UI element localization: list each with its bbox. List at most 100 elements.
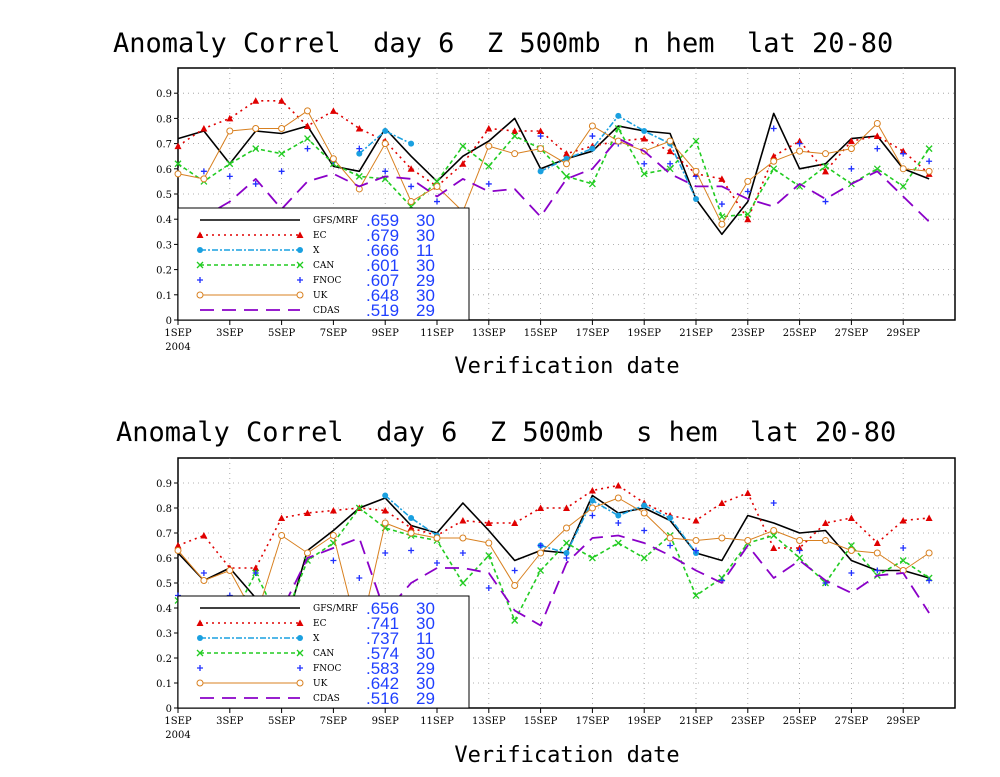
legend-label: X xyxy=(313,634,320,644)
ec-marker xyxy=(196,231,204,238)
uk-marker xyxy=(226,567,234,574)
fnoc-marker xyxy=(252,570,259,576)
x-marker xyxy=(615,112,622,119)
uk-marker xyxy=(485,539,493,547)
ec-marker xyxy=(511,519,519,526)
x-tick-label: 19SEP xyxy=(627,716,661,727)
can-marker xyxy=(252,145,260,153)
can-marker xyxy=(196,261,204,269)
y-tick-label: 0.1 xyxy=(156,291,172,302)
ec-marker xyxy=(252,564,260,571)
x-tick-label: 11SEP xyxy=(420,716,454,727)
y-tick-label: 0.5 xyxy=(156,579,172,590)
can-marker xyxy=(196,649,204,657)
uk-marker xyxy=(925,167,933,175)
can-marker xyxy=(563,539,570,547)
x-tick-label: 17SEP xyxy=(576,328,610,339)
uk-marker xyxy=(873,119,881,127)
x-marker xyxy=(382,128,389,134)
uk-marker xyxy=(770,157,778,165)
x-marker xyxy=(297,635,303,641)
ec-marker xyxy=(537,127,545,134)
legend-item-fnoc: FNOC .583 29 xyxy=(197,659,435,678)
ec-marker xyxy=(355,124,363,132)
x-marker xyxy=(563,550,570,556)
fnoc-marker xyxy=(589,133,596,140)
fnoc-marker xyxy=(926,158,933,165)
fnoc-marker xyxy=(434,560,440,566)
can-marker xyxy=(822,162,829,170)
fnoc-marker xyxy=(796,547,803,554)
can-marker xyxy=(485,552,493,559)
uk-marker xyxy=(407,198,415,206)
uk-line xyxy=(177,110,930,225)
legend-count: 30 xyxy=(416,226,435,245)
x-axis-label: Verification date xyxy=(454,743,679,768)
fnoc-marker xyxy=(641,160,648,167)
uk-marker xyxy=(407,529,415,537)
x-tick-label: 29SEP xyxy=(886,328,920,339)
uk-marker xyxy=(278,124,286,132)
legend-item-can: CAN .574 30 xyxy=(196,644,435,663)
can-marker xyxy=(770,532,778,539)
legend-box xyxy=(177,595,470,709)
uk-marker xyxy=(196,291,204,299)
uk-marker xyxy=(200,577,208,584)
fnoc-marker xyxy=(297,277,303,283)
y-tick-label: 0.9 xyxy=(156,479,172,490)
x-marker xyxy=(408,140,415,147)
ec-marker xyxy=(407,165,415,172)
x-marker xyxy=(589,497,596,504)
legend-item-ec: EC .679 30 xyxy=(196,226,435,245)
ec-marker xyxy=(226,114,234,122)
legend-score: .583 xyxy=(366,659,399,678)
ec-marker xyxy=(640,135,648,142)
x-tick-label: 23SEP xyxy=(731,328,765,339)
y-tick-label: 0.5 xyxy=(156,190,172,201)
legend-label: GFS/MRF xyxy=(313,604,358,614)
can-marker xyxy=(640,170,648,178)
uk-marker xyxy=(381,519,389,527)
y-tick-label: 0.3 xyxy=(156,240,172,251)
fnoc-marker xyxy=(589,512,596,519)
series-gfs xyxy=(177,112,930,236)
legend-score: .516 xyxy=(366,689,399,708)
uk-marker xyxy=(796,147,804,155)
x-tick-label: 9SEP xyxy=(372,716,400,727)
gfs-line xyxy=(177,112,930,236)
fnoc-marker xyxy=(226,173,233,180)
fnoc-marker xyxy=(511,567,518,574)
chart-title: Anomaly Correl day 6 Z 500mb s hem lat 2… xyxy=(116,417,896,448)
y-tick-label: 0.2 xyxy=(156,266,172,277)
uk-marker xyxy=(692,167,700,175)
x-marker xyxy=(356,150,363,157)
can-marker xyxy=(796,554,804,562)
fnoc-marker xyxy=(900,150,907,157)
y-tick-label: 0.6 xyxy=(156,165,172,176)
uk-marker xyxy=(847,547,855,554)
ec-marker xyxy=(873,132,881,140)
fnoc-marker xyxy=(408,183,415,190)
y-tick-label: 0.4 xyxy=(156,215,172,226)
cdas-line xyxy=(177,137,930,223)
legend-label: FNOC xyxy=(313,664,341,674)
legend-count: 29 xyxy=(416,659,435,678)
fnoc-marker xyxy=(770,125,777,132)
uk-line xyxy=(177,497,930,639)
uk-marker xyxy=(226,127,234,135)
can-marker xyxy=(899,182,907,190)
ec-marker xyxy=(485,124,493,132)
ec-marker xyxy=(899,517,907,524)
can-marker xyxy=(899,557,907,564)
y-tick-label: 0 xyxy=(166,704,172,715)
chart-panel-n-hem: Anomaly Correl day 6 Z 500mb n hem lat 2… xyxy=(113,28,956,379)
x-tick-label: 11SEP xyxy=(420,328,454,339)
legend-count: 30 xyxy=(416,256,435,275)
uk-marker xyxy=(537,145,545,153)
uk-marker xyxy=(692,537,700,544)
x-tick-label: 27SEP xyxy=(835,716,869,727)
fnoc-marker xyxy=(770,500,777,506)
ec-marker xyxy=(296,619,304,626)
fnoc-marker xyxy=(848,165,855,172)
uk-marker xyxy=(563,524,570,532)
